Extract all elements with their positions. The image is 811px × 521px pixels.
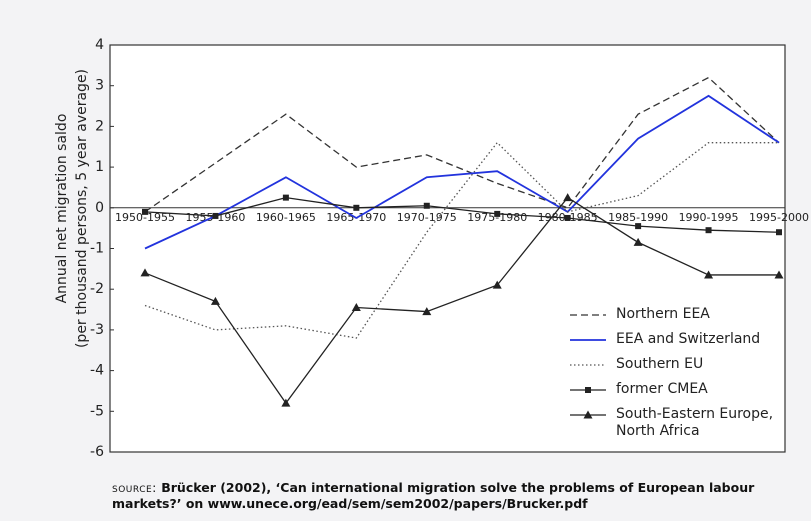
series-line [144, 196, 779, 405]
y-tick-label: 2 [95, 118, 104, 134]
marker-triangle [704, 270, 714, 279]
marker-square [585, 387, 591, 393]
legend-item: former CMEA [568, 381, 783, 398]
marker-triangle [281, 398, 291, 407]
y-tick-label: -3 [90, 322, 104, 338]
series-line [144, 141, 779, 339]
y-tick-label: -2 [90, 281, 104, 297]
source-text: Brücker (2002), ‘Can international migra… [112, 480, 755, 511]
marker-square [776, 229, 782, 236]
legend-item: Northern EEA [568, 306, 783, 323]
series-line [144, 196, 780, 233]
marker-triangle [210, 296, 220, 305]
y-tick-label: -1 [90, 241, 104, 257]
y-axis-label: (per thousand persons, 5 year average) [74, 69, 90, 348]
y-tick-label: -6 [90, 444, 104, 460]
x-tick-label: 1990-1995 [679, 211, 739, 224]
legend-label: Northern EEA [616, 306, 710, 322]
marker-square [212, 212, 219, 219]
marker-triangle [774, 270, 784, 279]
series-line [144, 76, 780, 213]
legend-swatch [570, 364, 606, 366]
legend-swatch [570, 410, 606, 419]
y-tick-label: 0 [95, 200, 104, 216]
x-tick-label: 1960-1965 [256, 211, 316, 224]
x-tick-label: 1985-1990 [608, 211, 668, 224]
legend-label: EEA and Switzerland [616, 331, 761, 347]
marker-triangle [140, 268, 150, 277]
legend-item: South-Eastern Europe, North Africa [568, 406, 783, 440]
marker-square [282, 194, 289, 201]
marker-triangle [563, 193, 573, 202]
marker-square [142, 208, 148, 215]
legend-label: Southern EU [616, 356, 704, 372]
marker-square [564, 214, 571, 221]
marker-square [705, 227, 712, 234]
x-tick-label: 1970-1975 [397, 211, 457, 224]
y-axis-label: Annual net migration saldo [54, 114, 70, 304]
x-tick-label: 1995-2000 [749, 211, 809, 224]
plot-frame [109, 44, 786, 453]
marker-square [635, 223, 642, 230]
legend-item: EEA and Switzerland [568, 331, 783, 348]
marker-square [494, 210, 501, 217]
source-note: source: Brücker (2002), ‘Can internation… [112, 480, 802, 512]
legend-label: South-Eastern Europe, North Africa [616, 406, 774, 439]
marker-triangle [422, 307, 432, 316]
marker-square [423, 202, 430, 209]
marker-triangle [492, 280, 502, 289]
source-label: source: [112, 480, 157, 495]
marker-triangle [351, 303, 361, 312]
y-tick-label: -5 [90, 403, 104, 419]
marker-square [353, 204, 360, 211]
x-tick-label: 1950-1955 [115, 211, 175, 224]
x-tick-label: 1975-1980 [467, 211, 527, 224]
series-line [144, 94, 780, 250]
legend-swatch [570, 339, 606, 341]
y-tick-label: 1 [95, 159, 104, 175]
legend-swatch [570, 314, 606, 316]
y-tick-label: -4 [90, 363, 104, 379]
legend-label: former CMEA [616, 381, 708, 397]
y-tick-label: 4 [95, 37, 104, 53]
y-tick-label: 3 [95, 78, 104, 94]
legend-swatch [570, 387, 606, 393]
legend: Northern EEA EEA and Switzerland Southern … [568, 306, 783, 448]
marker-triangle [633, 237, 643, 246]
marker-triangle [583, 410, 593, 419]
legend-item: Southern EU [568, 356, 783, 373]
